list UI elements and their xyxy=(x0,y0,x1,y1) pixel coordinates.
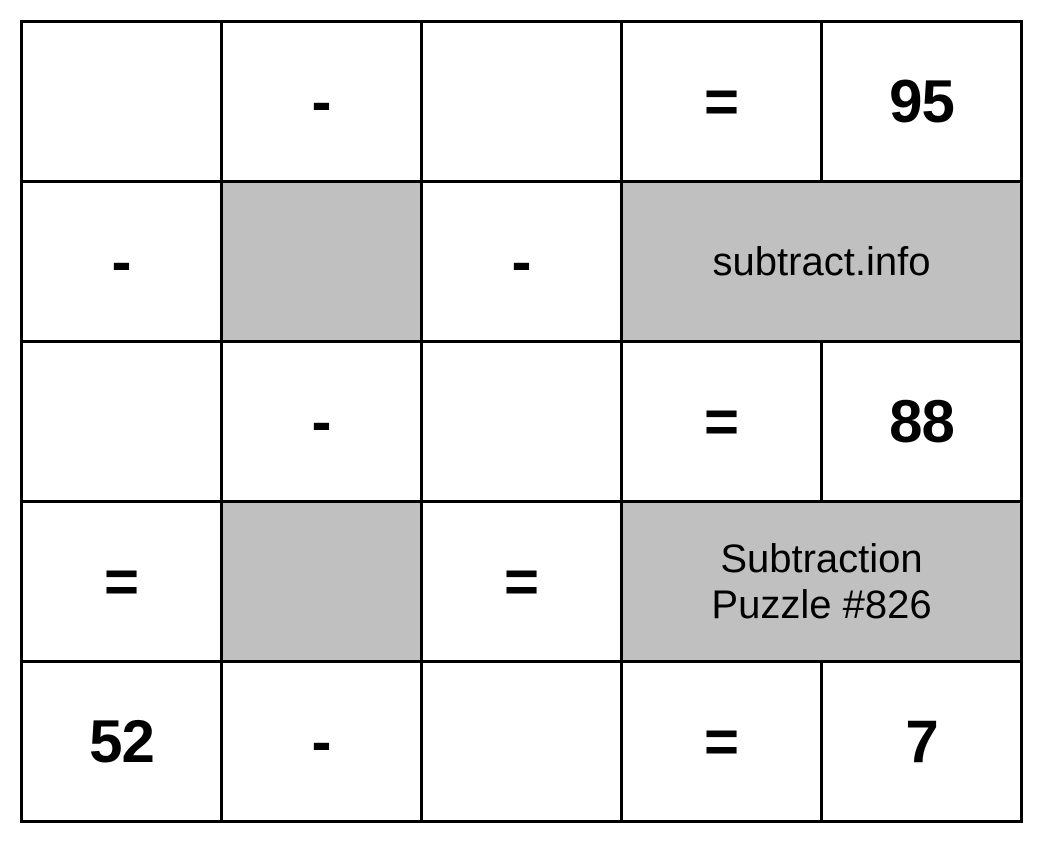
cell-r1c4-equals: = xyxy=(622,22,822,182)
puzzle-label-line2: Puzzle #826 xyxy=(711,583,931,627)
cell-r3c1-blank[interactable] xyxy=(22,342,222,502)
cell-r5c2-minus: - xyxy=(222,662,422,822)
cell-r1c5-result: 95 xyxy=(822,22,1022,182)
cell-r5c3-blank[interactable] xyxy=(422,662,622,822)
cell-r3c4-equals: = xyxy=(622,342,822,502)
cell-r1c1-blank[interactable] xyxy=(22,22,222,182)
puzzle-wrapper: - = 95 - - subtract.info - = 88 = = Subt… xyxy=(0,0,1060,843)
grid-row-2: - - subtract.info xyxy=(22,182,1022,342)
cell-r1c3-blank[interactable] xyxy=(422,22,622,182)
grid-row-5: 52 - = 7 xyxy=(22,662,1022,822)
cell-r5c1-value: 52 xyxy=(22,662,222,822)
grid-row-1: - = 95 xyxy=(22,22,1022,182)
grid-row-4: = = Subtraction Puzzle #826 xyxy=(22,502,1022,662)
cell-r2c45-site-label: subtract.info xyxy=(622,182,1022,342)
cell-r1c2-minus: - xyxy=(222,22,422,182)
cell-r4c1-equals: = xyxy=(22,502,222,662)
cell-r5c5-result: 7 xyxy=(822,662,1022,822)
puzzle-label-line1: Subtraction xyxy=(720,537,922,581)
grid-row-3: - = 88 xyxy=(22,342,1022,502)
cell-r3c5-result: 88 xyxy=(822,342,1022,502)
cell-r4c45-puzzle-label: Subtraction Puzzle #826 xyxy=(622,502,1022,662)
cell-r2c2-shaded xyxy=(222,182,422,342)
cell-r2c1-minus: - xyxy=(22,182,222,342)
cell-r4c2-shaded xyxy=(222,502,422,662)
cell-r5c4-equals: = xyxy=(622,662,822,822)
cell-r2c3-minus: - xyxy=(422,182,622,342)
subtraction-puzzle-grid: - = 95 - - subtract.info - = 88 = = Subt… xyxy=(20,20,1023,823)
cell-r4c3-equals: = xyxy=(422,502,622,662)
cell-r3c3-blank[interactable] xyxy=(422,342,622,502)
cell-r3c2-minus: - xyxy=(222,342,422,502)
